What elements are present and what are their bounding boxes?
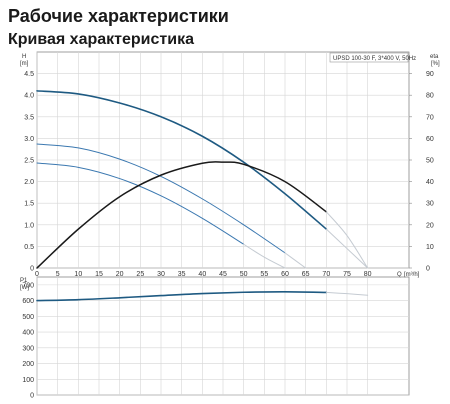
y-tick-label: 0.5	[24, 244, 34, 251]
x-tick-label: 80	[364, 271, 372, 278]
y2-tick-label: 30	[426, 201, 434, 208]
y-tick-label: 1.5	[24, 201, 34, 208]
y2-tick-label: 60	[426, 136, 434, 143]
x-tick-label: 70	[322, 271, 330, 278]
y2-axis-unit: [%]	[431, 61, 440, 67]
x-tick-label: 35	[178, 271, 186, 278]
x-axis-unit: [m³/h]	[404, 272, 420, 278]
y2-tick-label: 40	[426, 179, 434, 186]
x-tick-label: 40	[198, 271, 206, 278]
head-chart-grid: 0 5 10 15 20 25 30 35 40 45 50 55 60 65 70 75 80 0 0.5 1.0 1…	[24, 52, 434, 278]
head-series-extension-5	[243, 243, 286, 269]
power-y-tick-label: 300	[22, 345, 34, 352]
x-tick-label: 25	[136, 271, 144, 278]
y2-tick-label: 10	[426, 244, 434, 251]
head-series-extension-7	[325, 211, 369, 269]
y-tick-label: 4.0	[24, 93, 34, 100]
y-tick-label: 3.0	[24, 136, 34, 143]
y-tick-label: 2.5	[24, 158, 34, 165]
power-y-tick-label: 200	[22, 361, 34, 368]
power-y-tick-label: 400	[22, 330, 34, 337]
legend-label: UPSD 100-30 F, 3*400 V, 50Hz	[333, 56, 416, 62]
y2-tick-label: 20	[426, 222, 434, 229]
y-tick-label: 1.0	[24, 222, 34, 229]
x-tick-label: 65	[302, 271, 310, 278]
power-y-tick-label: 500	[22, 314, 34, 321]
power-y-tick-label: 700	[22, 282, 34, 289]
power-axis-symbol: P1	[20, 278, 28, 284]
head-series-main-0	[36, 90, 328, 230]
x-tick-label: 75	[343, 271, 351, 278]
y2-axis-symbol: eta	[430, 54, 439, 60]
head-series-efficiency-6	[36, 161, 328, 269]
power-series-extension-1	[325, 291, 369, 296]
y2-tick-label: 80	[426, 93, 434, 100]
y2-tick-label: 90	[426, 71, 434, 78]
x-tick-label: 5	[56, 271, 60, 278]
head-series-reduced-2	[36, 143, 286, 254]
x-tick-label: 10	[74, 271, 82, 278]
page-title: Рабочие характеристики	[8, 6, 229, 26]
power-y-tick-label: 600	[22, 298, 34, 305]
x-tick-label: 0	[35, 271, 39, 278]
head-series-extension-1	[325, 228, 369, 269]
power-y-tick-label: 0	[30, 393, 34, 400]
head-series-extension-3	[284, 252, 307, 269]
head-series-reduced-4	[36, 162, 245, 245]
x-tick-label: 50	[240, 271, 248, 278]
x-axis-symbol: Q	[397, 272, 402, 278]
y-tick-label: 0	[30, 266, 34, 273]
power-series-main-0	[36, 290, 328, 302]
power-chart-grid: 0 100 200 300 400 500 600 700	[22, 277, 409, 400]
power-chart-series	[36, 290, 369, 302]
x-tick-label: 45	[219, 271, 227, 278]
x-tick-label: 20	[116, 271, 124, 278]
section-title: Кривая характеристика	[8, 31, 194, 48]
y2-tick-label: 70	[426, 114, 434, 121]
y-tick-label: 3.5	[24, 114, 34, 121]
power-axis-unit: [W]	[20, 285, 29, 291]
y-axis-symbol: H	[22, 54, 26, 60]
legend-box	[329, 52, 409, 63]
y2-tick-label: 50	[426, 158, 434, 165]
y-tick-label: 4.5	[24, 71, 34, 78]
power-y-tick-label: 100	[22, 377, 34, 384]
y-axis-unit: [m]	[20, 61, 29, 67]
x-tick-label: 30	[157, 271, 165, 278]
head-chart-series	[36, 90, 369, 269]
y-tick-label: 2.0	[24, 179, 34, 186]
x-tick-label: 55	[260, 271, 268, 278]
x-tick-label: 15	[95, 271, 103, 278]
x-tick-label: 60	[281, 271, 289, 278]
y2-tick-label: 0	[426, 266, 430, 273]
